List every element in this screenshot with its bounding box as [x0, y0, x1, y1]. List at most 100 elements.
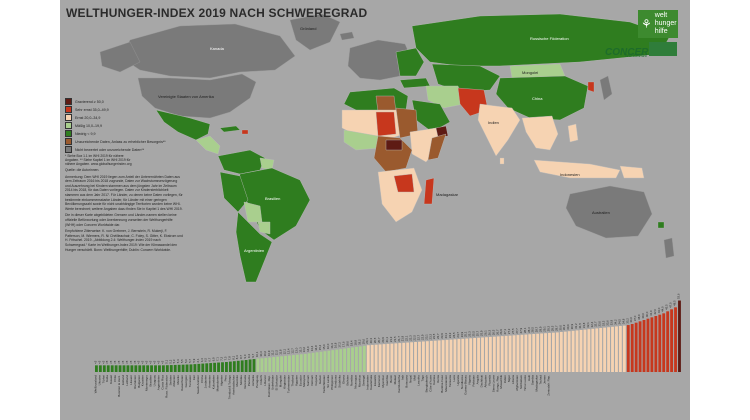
map-region-north-korea[interactable]	[587, 81, 595, 93]
bar-value-label: 5,1	[164, 359, 168, 363]
bar-value-label: 32,4	[590, 321, 594, 327]
bar-value-label: 33,3	[602, 320, 606, 326]
bar-category-label: Simbabwe	[519, 375, 523, 389]
bar-value-label: <5	[156, 360, 160, 364]
bar-category-label: Jamaika	[251, 375, 255, 387]
bar-category-label: Venezuela	[243, 375, 247, 389]
bar-value-label: <5	[141, 360, 145, 364]
legend-item: Gravierend ≥ 50,0	[65, 98, 175, 105]
bar	[449, 339, 453, 372]
bar-value-label: 7,3	[219, 356, 223, 360]
bar	[260, 358, 264, 372]
map-region-somalia[interactable]	[427, 133, 447, 161]
bar	[110, 365, 114, 372]
map-region-india[interactable]	[477, 103, 521, 157]
bar-category-label: Kuwait	[109, 375, 113, 384]
bar-category-label: Kambodscha	[397, 375, 401, 393]
map-region-sri-lanka[interactable]	[499, 157, 505, 165]
bar	[177, 364, 181, 372]
map-region-paraguay[interactable]	[257, 221, 271, 235]
bar-category-label: Marokko	[235, 375, 239, 387]
map-region-turkey[interactable]	[399, 77, 431, 89]
map-region-canada[interactable]	[121, 23, 296, 79]
map-region-haiti[interactable]	[241, 129, 249, 135]
bar-value-label: 7,5	[223, 356, 227, 360]
map-region-alaska[interactable]	[99, 41, 141, 73]
bar	[138, 365, 142, 372]
map-region-japan[interactable]	[599, 75, 613, 101]
bar-value-label: <5	[133, 360, 137, 364]
whh-logo-line3: hilfe	[654, 28, 668, 35]
legend-label: Gravierend ≥ 50,0	[75, 99, 104, 104]
bar-category-label: Ägypten	[294, 375, 298, 386]
map-region-russia[interactable]	[411, 13, 671, 67]
map-region-indonesia[interactable]	[533, 159, 621, 179]
bar	[524, 334, 528, 372]
map-region-philippines[interactable]	[567, 123, 579, 143]
map-region-chile-argentina[interactable]	[235, 211, 273, 283]
bar-category-label: Türkei	[101, 375, 105, 384]
bar-value-label: 14,8	[314, 345, 318, 351]
map-region-chad[interactable]	[375, 111, 397, 137]
bar-value-label: 10,9	[267, 350, 271, 356]
map-region-iceland[interactable]	[339, 31, 355, 41]
map-region-central-asia[interactable]	[431, 63, 501, 93]
bar-value-label: 22,1	[405, 335, 409, 341]
bar	[122, 365, 126, 372]
wheat-icon: ⚘	[641, 17, 652, 31]
bar	[327, 350, 331, 372]
map-region-australia[interactable]	[565, 185, 653, 239]
map-region-zambia-zimbabwe[interactable]	[393, 173, 415, 193]
bar-value-label: 23,5	[432, 333, 436, 339]
map-region-usa[interactable]	[137, 73, 257, 119]
bar-value-label: 12,1	[283, 348, 287, 354]
map-region-eastern-europe[interactable]	[395, 47, 425, 77]
bar	[161, 365, 165, 372]
bar-value-label: 34,8	[621, 318, 625, 324]
map-region-fiji[interactable]	[657, 221, 665, 229]
bar	[654, 316, 658, 372]
bar	[674, 307, 677, 372]
concern-badge-icon	[649, 42, 677, 56]
bar-value-label: 24,3	[448, 332, 452, 338]
map-region-peru[interactable]	[219, 171, 249, 213]
bar-value-label: 7,8	[227, 356, 231, 360]
map-region-china[interactable]	[495, 75, 589, 121]
map-region-cuba[interactable]	[219, 125, 241, 133]
bar-value-label: <5	[121, 360, 125, 364]
bar	[134, 365, 138, 372]
map-region-central-africa[interactable]	[373, 135, 413, 173]
map-region-libya[interactable]	[375, 95, 397, 113]
legend-label: Unzureichende Daten, Anlass zu erheblich…	[75, 139, 166, 144]
map-region-madagascar[interactable]	[423, 177, 435, 205]
map-region-central-america[interactable]	[195, 135, 221, 155]
bar-category-label: Georgien	[184, 375, 188, 388]
bar-category-label: Botsuana	[405, 375, 409, 388]
bar-value-label: 24,5	[452, 332, 456, 338]
bar	[303, 353, 307, 372]
map-region-car[interactable]	[385, 139, 403, 151]
bar	[331, 350, 335, 372]
bar-value-label: 27,1	[503, 328, 507, 334]
bar-value-label: 30,3	[562, 324, 566, 330]
map-region-new-zealand[interactable]	[663, 237, 675, 259]
bar	[520, 334, 524, 372]
bar-value-label: 25,9	[480, 330, 484, 336]
bar-value-label: <5	[109, 360, 113, 364]
bar-value-label: 23,1	[424, 334, 428, 340]
map-region-southeast-asia[interactable]	[521, 115, 559, 151]
map-region-greenland[interactable]	[289, 13, 341, 51]
bar	[280, 356, 283, 372]
map-region-papua[interactable]	[619, 165, 645, 179]
bar-value-label: 22,5	[413, 335, 417, 341]
bar	[496, 336, 500, 372]
map-region-mexico[interactable]	[155, 109, 211, 141]
bar	[595, 328, 599, 372]
bar	[551, 332, 555, 372]
whh-logo-line1: welt	[654, 12, 668, 19]
map-region-venezuela-colombia[interactable]	[217, 149, 266, 175]
map-region-iran-iraq[interactable]	[425, 85, 465, 109]
bar	[429, 340, 433, 372]
map-region-west-africa[interactable]	[343, 129, 381, 151]
bar-value-label: 15,2	[318, 344, 322, 350]
